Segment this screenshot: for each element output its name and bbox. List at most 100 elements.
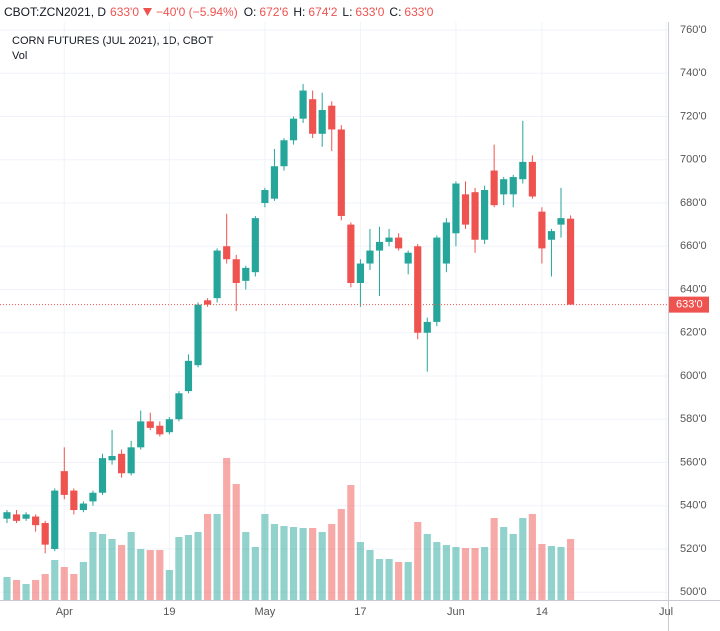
candle-body <box>385 237 393 242</box>
volume-bar <box>471 548 479 600</box>
candle-body <box>280 140 288 167</box>
volume-bar <box>213 514 221 600</box>
volume-bar <box>41 574 49 600</box>
ohlc-value: 674'2 <box>308 5 338 19</box>
candle-body <box>137 421 145 448</box>
x-tick-label: Jun <box>447 606 465 618</box>
ohlc: O: 672'6 H: 674'2 L: 633'0 C: 633'0 <box>242 5 434 19</box>
volume-bar <box>375 559 384 600</box>
volume-bar <box>289 527 298 600</box>
candle-body <box>261 190 269 203</box>
volume-bar <box>12 580 21 600</box>
candle-body <box>98 458 107 493</box>
volume-bar <box>566 539 575 600</box>
volume-bar <box>366 550 374 600</box>
volume-bar <box>108 539 116 600</box>
ohlc-label: H: <box>293 5 306 19</box>
candle-body <box>471 192 479 240</box>
candle-body <box>366 250 374 264</box>
candle-body <box>337 129 345 216</box>
volume-bar <box>356 542 364 600</box>
x-tick-label: 19 <box>163 606 175 618</box>
candle-body <box>251 218 259 273</box>
candle-body <box>127 447 135 474</box>
candle-body <box>500 179 508 195</box>
volume-bar <box>127 532 135 600</box>
volume-bar <box>51 560 59 600</box>
volume-bar <box>347 485 355 600</box>
volume-bar <box>32 580 40 600</box>
y-tick-label: 620'0 <box>680 327 707 339</box>
candle-body <box>32 516 40 526</box>
x-tick-label: Jul <box>659 606 673 618</box>
volume-bar <box>404 562 412 600</box>
volume-bar <box>261 514 269 600</box>
volume-label: Vol <box>12 50 27 62</box>
volume-bar <box>299 528 307 600</box>
volume-bar <box>70 574 78 600</box>
candle-body <box>433 237 441 322</box>
candle-body <box>423 321 431 333</box>
volume-bar <box>433 542 441 600</box>
volume-bar <box>137 549 145 600</box>
y-tick-label: 640'0 <box>680 283 707 295</box>
x-tick-label: May <box>254 606 275 618</box>
volume-bar <box>395 562 403 600</box>
volume-bar <box>184 535 193 600</box>
candle-body <box>356 263 364 283</box>
y-tick-label: 520'0 <box>680 543 707 555</box>
candle-body <box>538 211 546 249</box>
volume-bar <box>414 522 422 600</box>
ohlc-label: O: <box>243 5 257 19</box>
candle-body <box>232 259 240 283</box>
candle-body <box>118 453 126 474</box>
volume-bar <box>519 518 527 600</box>
y-tick-label: 560'0 <box>680 456 707 468</box>
volume-bar <box>89 532 97 600</box>
candle-body <box>404 252 412 264</box>
candle-body <box>318 110 326 134</box>
volume-bar <box>194 532 202 600</box>
volume-bar <box>251 547 259 600</box>
volume-bar <box>146 550 154 600</box>
y-tick-label: 600'0 <box>680 370 707 382</box>
candle-body <box>194 304 202 366</box>
chart-title: CORN FUTURES (JUL 2021), 1D, CBOT <box>12 35 214 47</box>
candle-body <box>242 267 250 281</box>
header: CBOT:ZCN2021, D 633'0 −40'0 (−5.94%) O: 6… <box>4 4 433 20</box>
candle-body <box>375 241 384 251</box>
y-tick-label: 740'0 <box>680 67 707 79</box>
volume-bar <box>22 584 30 600</box>
candle-body <box>309 99 317 134</box>
volume-bar <box>528 514 536 600</box>
volume-bar <box>461 548 470 600</box>
volume-bar <box>328 524 336 600</box>
volume-bar <box>203 514 212 600</box>
last-price-label: 633'0 <box>676 299 703 311</box>
candle-body <box>547 231 556 240</box>
y-tick-label: 500'0 <box>680 586 707 598</box>
candle-body <box>213 250 221 299</box>
symbol: CBOT:ZCN2021, D <box>4 5 107 19</box>
volume-bar <box>118 545 126 600</box>
candle-body <box>270 166 279 199</box>
volume-bar <box>490 518 498 600</box>
volume-bar <box>98 534 107 600</box>
ohlc-value: 633'0 <box>355 5 385 19</box>
candle-body <box>79 503 87 511</box>
volume-bar <box>270 524 279 600</box>
volume-bar <box>3 577 11 600</box>
candle-body <box>51 490 59 549</box>
candle-body <box>299 90 307 119</box>
candle-body <box>414 246 422 333</box>
y-tick-label: 760'0 <box>680 24 707 36</box>
candle-body <box>442 222 450 264</box>
candle-body <box>203 300 212 305</box>
candle-body <box>156 425 164 435</box>
volume-bar <box>509 534 517 600</box>
volume-bar <box>165 570 173 600</box>
x-tick-label: 17 <box>354 606 366 618</box>
ohlc-label: L: <box>342 5 353 19</box>
volume-bar <box>452 547 460 600</box>
